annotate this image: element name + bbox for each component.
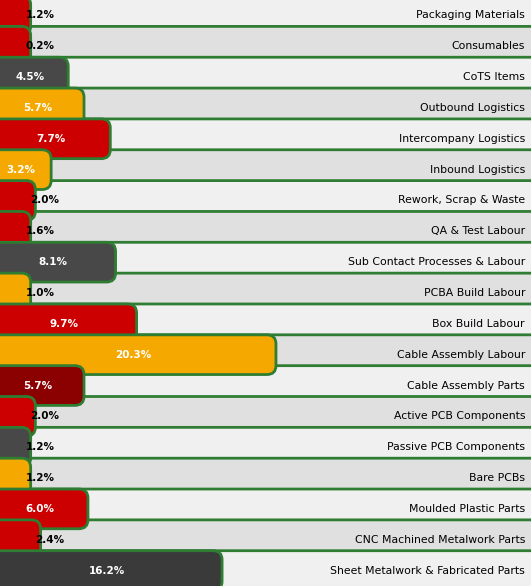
Text: Active PCB Components: Active PCB Components [393,411,525,421]
Text: CNC Machined Metalwork Parts: CNC Machined Metalwork Parts [355,535,525,545]
FancyBboxPatch shape [0,180,36,220]
FancyBboxPatch shape [0,427,31,467]
FancyBboxPatch shape [0,489,88,529]
Text: 5.7%: 5.7% [23,103,52,113]
Text: 5.7%: 5.7% [23,380,52,390]
Text: 1.6%: 1.6% [25,226,55,236]
Text: Outbound Logistics: Outbound Logistics [420,103,525,113]
FancyBboxPatch shape [0,273,31,313]
Text: 1.2%: 1.2% [25,473,55,483]
Text: Passive PCB Components: Passive PCB Components [387,442,525,452]
Text: Moulded Plastic Parts: Moulded Plastic Parts [409,504,525,514]
Text: 7.7%: 7.7% [36,134,65,144]
Text: PCBA Build Labour: PCBA Build Labour [424,288,525,298]
FancyBboxPatch shape [0,88,84,128]
FancyBboxPatch shape [0,212,31,251]
FancyBboxPatch shape [0,242,531,282]
FancyBboxPatch shape [0,0,531,35]
FancyBboxPatch shape [0,180,531,220]
FancyBboxPatch shape [0,458,531,498]
FancyBboxPatch shape [0,335,276,374]
FancyBboxPatch shape [0,458,31,498]
FancyBboxPatch shape [0,119,110,159]
FancyBboxPatch shape [0,57,531,97]
FancyBboxPatch shape [0,150,531,189]
FancyBboxPatch shape [0,520,531,560]
Text: Sub Contact Processes & Labour: Sub Contact Processes & Labour [348,257,525,267]
Text: 0.2%: 0.2% [25,41,55,51]
Text: Sheet Metalwork & Fabricated Parts: Sheet Metalwork & Fabricated Parts [330,565,525,575]
Text: Packaging Materials: Packaging Materials [416,11,525,21]
FancyBboxPatch shape [0,304,531,344]
FancyBboxPatch shape [0,397,36,436]
Text: Rework, Scrap & Waste: Rework, Scrap & Waste [398,196,525,206]
FancyBboxPatch shape [0,427,531,467]
FancyBboxPatch shape [0,150,51,189]
Text: Inbound Logistics: Inbound Logistics [430,165,525,175]
Text: 2.0%: 2.0% [30,411,59,421]
Text: 1.0%: 1.0% [25,288,55,298]
Text: 9.7%: 9.7% [49,319,78,329]
Text: Intercompany Logistics: Intercompany Logistics [399,134,525,144]
FancyBboxPatch shape [0,366,531,406]
FancyBboxPatch shape [0,489,531,529]
Text: Consumables: Consumables [452,41,525,51]
FancyBboxPatch shape [0,26,31,66]
Text: 1.2%: 1.2% [25,11,55,21]
FancyBboxPatch shape [0,119,531,159]
Text: 3.2%: 3.2% [6,165,36,175]
Text: 6.0%: 6.0% [25,504,54,514]
Text: Bare PCBs: Bare PCBs [469,473,525,483]
FancyBboxPatch shape [0,26,531,66]
FancyBboxPatch shape [0,273,531,313]
FancyBboxPatch shape [0,57,68,97]
Text: 1.2%: 1.2% [25,442,55,452]
Text: 4.5%: 4.5% [15,72,44,82]
FancyBboxPatch shape [0,212,531,251]
Text: Cable Assembly Parts: Cable Assembly Parts [407,380,525,390]
Text: 2.0%: 2.0% [30,196,59,206]
Text: 8.1%: 8.1% [39,257,68,267]
Text: Cable Assembly Labour: Cable Assembly Labour [397,350,525,360]
FancyBboxPatch shape [0,551,222,586]
FancyBboxPatch shape [0,335,531,374]
Text: Box Build Labour: Box Build Labour [433,319,525,329]
FancyBboxPatch shape [0,520,41,560]
FancyBboxPatch shape [0,242,116,282]
Text: CoTS Items: CoTS Items [463,72,525,82]
Text: 2.4%: 2.4% [36,535,65,545]
Text: 16.2%: 16.2% [88,565,125,575]
FancyBboxPatch shape [0,0,31,35]
FancyBboxPatch shape [0,88,531,128]
Text: 20.3%: 20.3% [115,350,151,360]
FancyBboxPatch shape [0,304,136,344]
Text: QA & Test Labour: QA & Test Labour [431,226,525,236]
FancyBboxPatch shape [0,366,84,406]
FancyBboxPatch shape [0,551,531,586]
FancyBboxPatch shape [0,397,531,436]
